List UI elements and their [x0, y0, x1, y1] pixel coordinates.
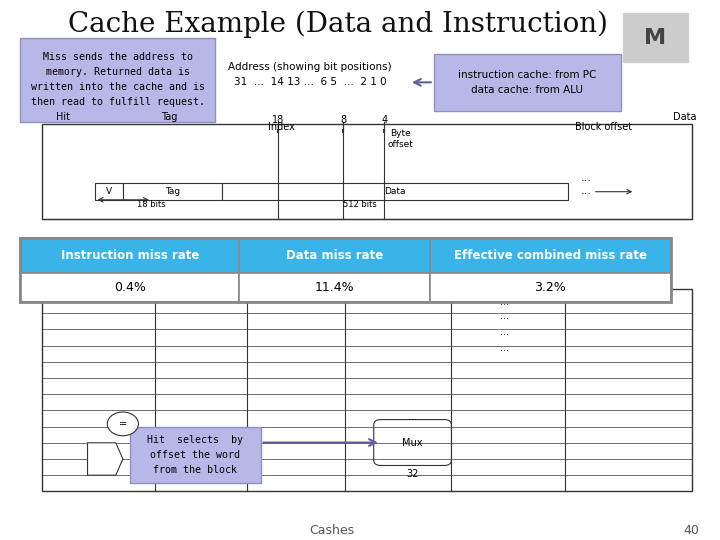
Text: Tag: Tag	[161, 111, 177, 122]
Text: ...: ...	[580, 186, 591, 196]
Text: ...: ...	[580, 173, 591, 183]
Text: instruction cache: from PC
data cache: from ALU: instruction cache: from PC data cache: f…	[458, 70, 597, 95]
Text: 0.4%: 0.4%	[114, 281, 146, 294]
Text: ...: ...	[500, 327, 509, 337]
Bar	[20, 238, 670, 302]
Bar	[431, 273, 670, 302]
Bar	[20, 238, 240, 273]
Text: Data: Data	[384, 187, 405, 195]
Text: 512 bits: 512 bits	[343, 200, 377, 208]
Text: ...: ...	[500, 343, 509, 353]
FancyBboxPatch shape	[130, 427, 261, 483]
Bar	[42, 124, 692, 219]
Text: Cache Example (Data and Instruction): Cache Example (Data and Instruction)	[68, 11, 608, 38]
Text: V: V	[106, 187, 112, 195]
Text: 32: 32	[364, 290, 377, 300]
Text: Effective combined miss rate: Effective combined miss rate	[454, 248, 647, 262]
Text: Miss sends the address to
memory. Returned data is
written into the cache and is: Miss sends the address to memory. Return…	[30, 52, 204, 107]
Text: Data: Data	[673, 111, 696, 122]
FancyBboxPatch shape	[433, 54, 621, 111]
Text: 32: 32	[555, 290, 567, 300]
Bar	[431, 238, 670, 273]
Text: Address (showing bit positions): Address (showing bit positions)	[228, 63, 392, 72]
Text: ...: ...	[408, 412, 417, 422]
Text: Hit  selects  by
offset the word
from the block: Hit selects by offset the word from the …	[148, 435, 243, 475]
Text: Mux: Mux	[402, 437, 423, 448]
Bar	[42, 289, 692, 491]
Bar	[94, 183, 123, 200]
Text: Data miss rate: Data miss rate	[287, 248, 384, 262]
Text: Cashes: Cashes	[309, 524, 354, 537]
Text: =: =	[119, 419, 127, 429]
Bar	[222, 183, 568, 200]
Text: 11.4%: 11.4%	[315, 281, 355, 294]
Text: Block offset: Block offset	[575, 122, 632, 132]
Text: Tag: Tag	[165, 187, 180, 195]
Text: Index: Index	[269, 122, 295, 132]
Text: 3.2%: 3.2%	[534, 281, 566, 294]
Text: 31  …  14 13 …  6 5  …  2 1 0: 31 … 14 13 … 6 5 … 2 1 0	[234, 77, 387, 87]
Polygon shape	[88, 443, 123, 475]
Bar	[20, 273, 240, 302]
Text: ...: ...	[500, 311, 509, 321]
Text: Byte
offset: Byte offset	[387, 129, 413, 148]
Text: Instruction miss rate: Instruction miss rate	[60, 248, 199, 262]
Bar	[123, 183, 222, 200]
Text: 32: 32	[406, 469, 419, 478]
FancyBboxPatch shape	[20, 38, 215, 122]
Text: Hit: Hit	[55, 111, 70, 122]
Text: 8: 8	[341, 115, 346, 125]
Circle shape	[107, 412, 138, 436]
Text: 18 bits: 18 bits	[137, 200, 166, 208]
Text: ...: ...	[500, 298, 509, 307]
Text: M: M	[644, 28, 666, 48]
Bar	[240, 273, 431, 302]
FancyBboxPatch shape	[374, 420, 451, 465]
Bar	[240, 238, 431, 273]
Text: 32: 32	[265, 290, 277, 300]
Text: 18: 18	[272, 115, 284, 125]
Text: 18: 18	[170, 290, 182, 300]
Text: 40: 40	[684, 524, 700, 537]
Text: 4: 4	[382, 115, 387, 125]
